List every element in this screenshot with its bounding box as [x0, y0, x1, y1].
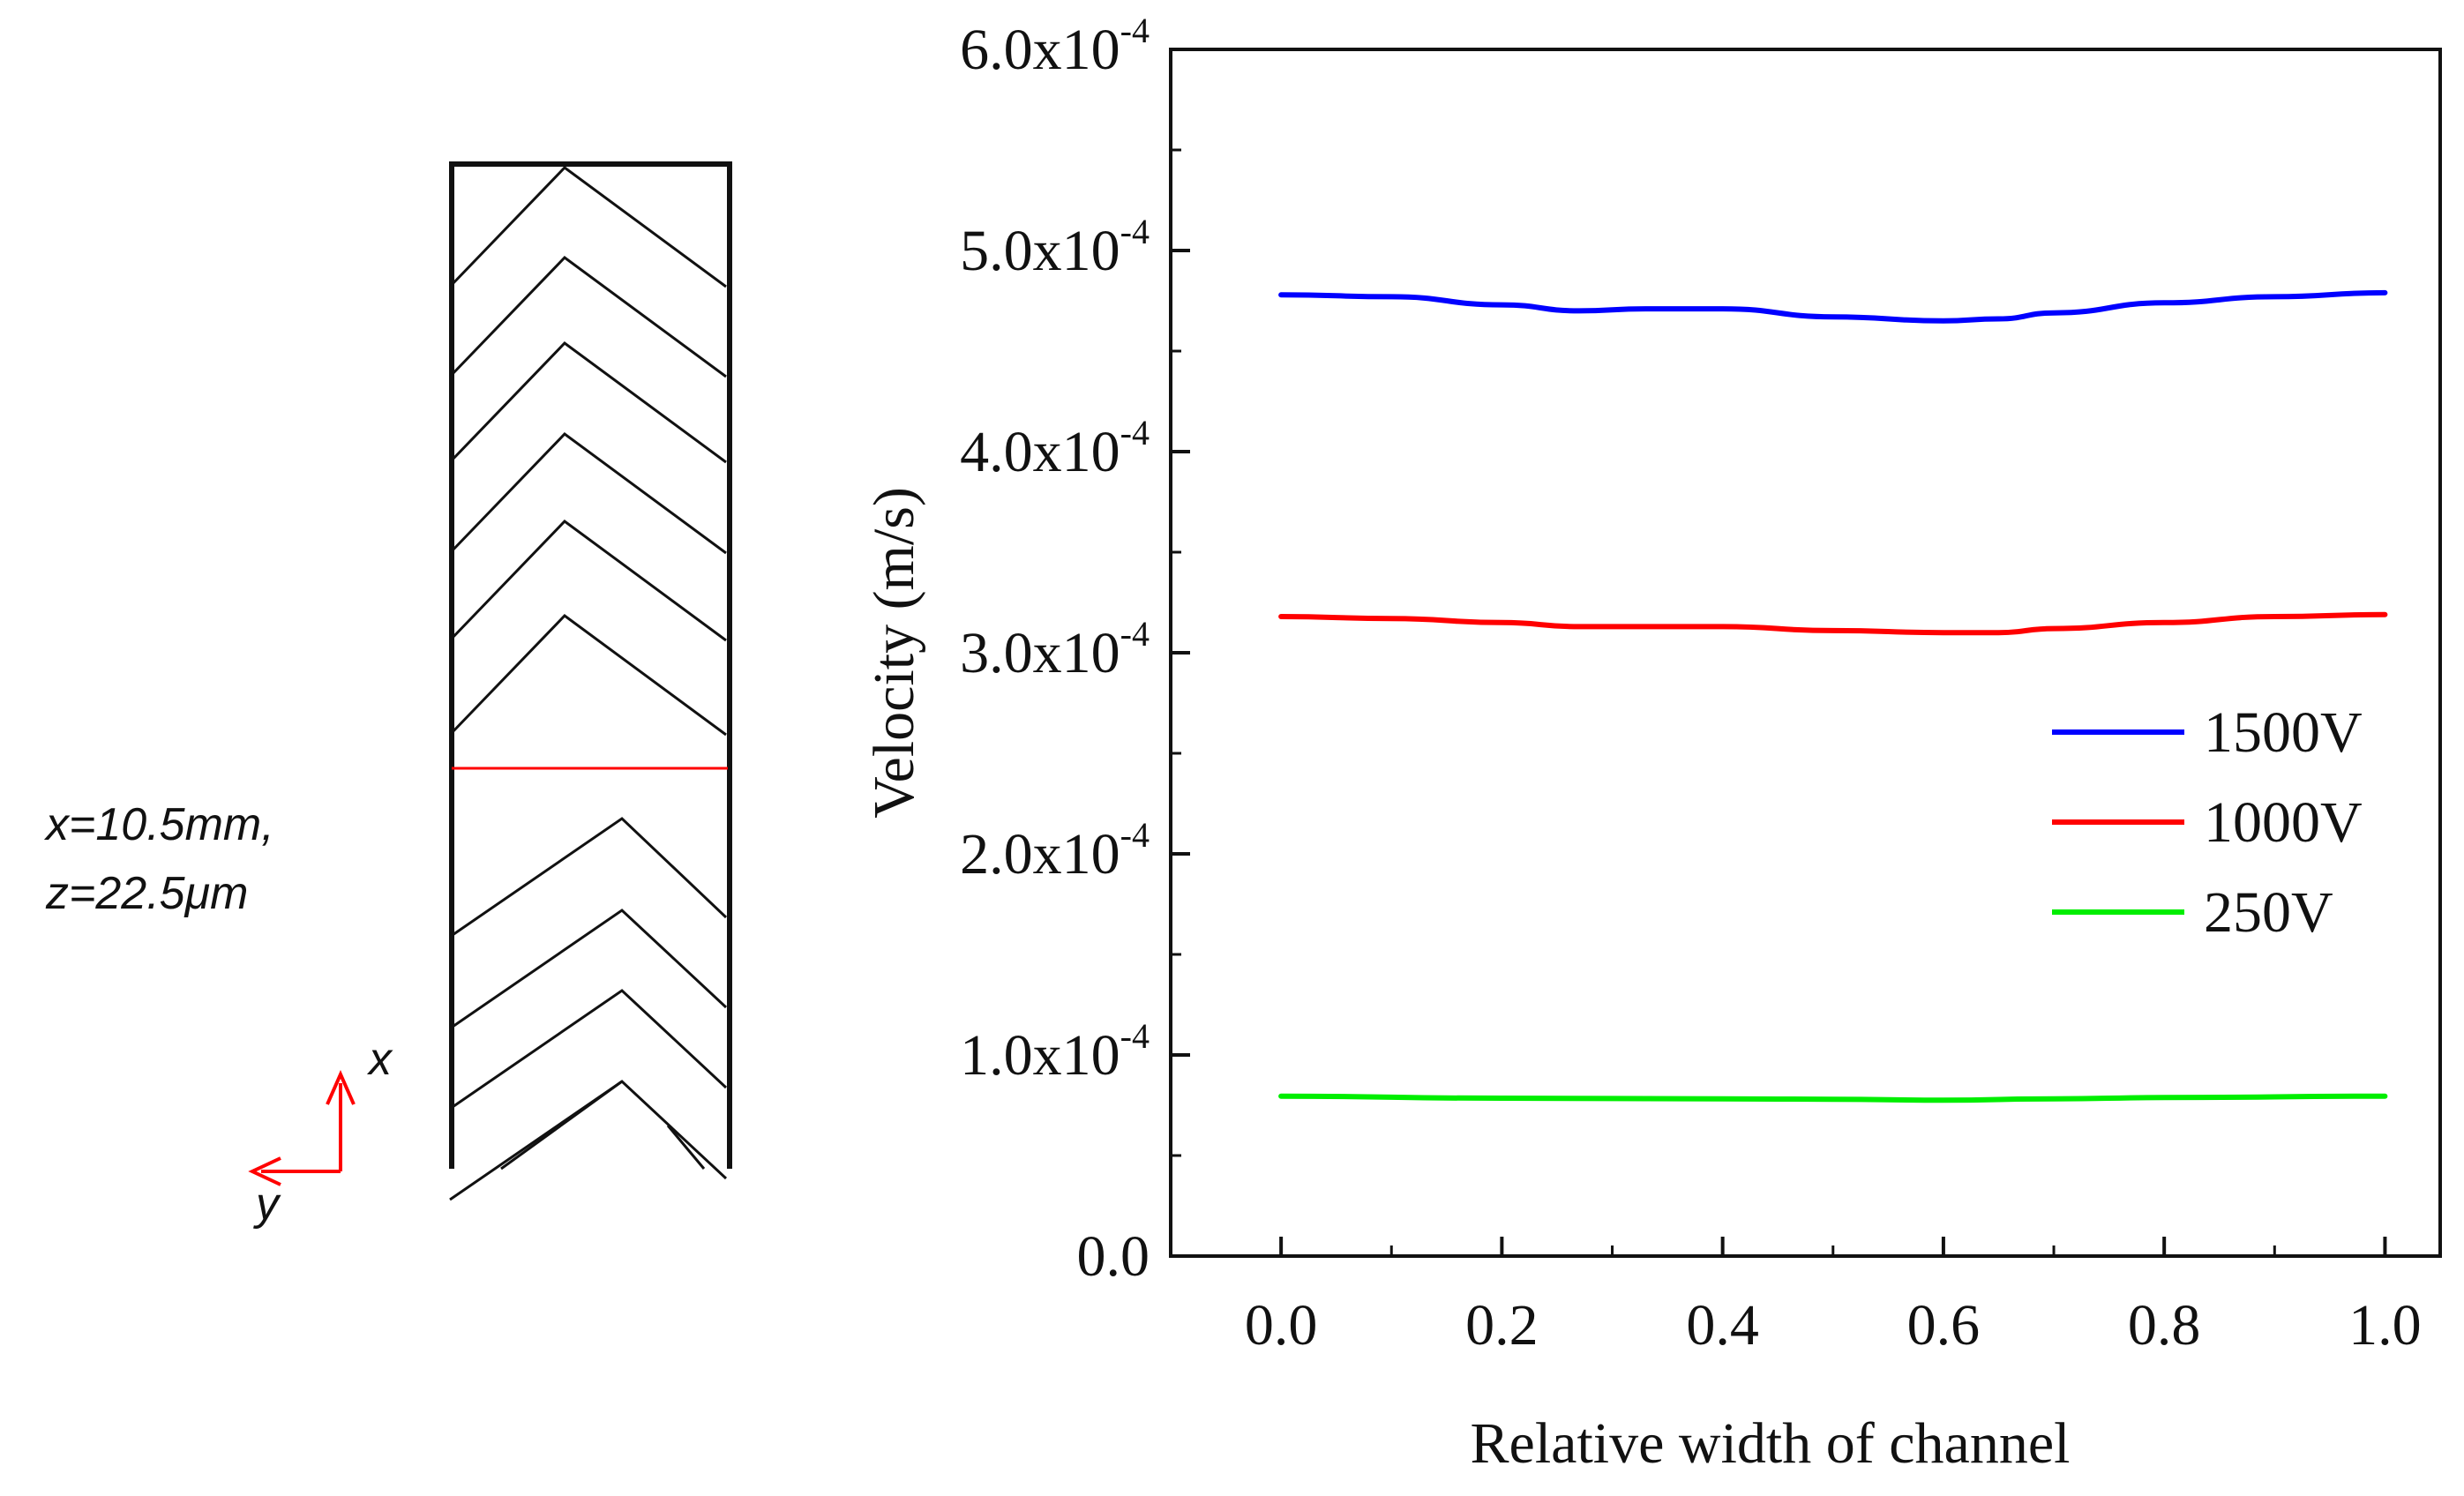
series-line-250v: [1278, 1093, 2388, 1103]
x-ticks: 0.0 0.2 0.4 0.6 0.8 1.0: [1169, 1237, 2422, 1358]
x-tick-label: 0.4: [1686, 1293, 1759, 1358]
groove: [500, 1080, 623, 1171]
groove: [449, 989, 728, 1111]
axis-indicator-y-label: y: [253, 1178, 281, 1230]
series-line-1000v: [1278, 611, 2388, 636]
legend-label-250v: 250V: [2204, 880, 2333, 945]
axis-indicator-x-arrowhead: [326, 1070, 356, 1105]
plot-frame: [1169, 48, 2442, 1258]
axis-indicator: [248, 1070, 356, 1186]
groove: [448, 432, 727, 555]
x-tick-label: 0.6: [1907, 1293, 1981, 1358]
groove: [448, 520, 727, 642]
velocity-chart: 0.0 0.2 0.4 0.6 0.8 1.0 0.0 1.0x10-4 2.0x10-4 3.…: [862, 11, 2442, 1476]
series-lines: [1278, 289, 2388, 1103]
axis-indicator-y-arrowhead: [248, 1156, 281, 1186]
y-tick-label: 4.0x10-4: [960, 413, 1150, 484]
position-annotation-line2: z=22.5μm: [45, 868, 248, 919]
y-tick-label: 3.0x10-4: [960, 614, 1150, 685]
x-tick-label: 0.2: [1465, 1293, 1539, 1358]
groove: [449, 1080, 728, 1201]
groove: [448, 341, 727, 464]
x-tick-label: 0.0: [1245, 1293, 1318, 1358]
groove: [449, 817, 728, 939]
y-tick-label: 2.0x10-4: [960, 815, 1150, 886]
y-tick-label: 0.0: [1077, 1224, 1150, 1289]
groove: [449, 909, 728, 1030]
x-tick-label: 1.0: [2348, 1293, 2422, 1358]
herringbone-grooves: [448, 166, 728, 1201]
groove: [666, 1125, 706, 1170]
position-annotation-line1: x=10.5mm,: [43, 799, 274, 850]
groove: [448, 614, 727, 737]
y-tick-label: 6.0x10-4: [960, 11, 1150, 82]
y-axis-title: Velocity (m/s): [862, 487, 926, 819]
plot-area-border: [1169, 48, 2442, 1258]
legend-label-1000v: 1000V: [2204, 790, 2363, 855]
x-axis-title: Relative width of channel: [1471, 1411, 2071, 1476]
groove: [448, 166, 727, 288]
legend-label-1500v: 1500V: [2204, 700, 2363, 765]
y-ticks: 0.0 1.0x10-4 2.0x10-4 3.0x10-4 4.0x10-4 5.0x1…: [960, 11, 1190, 1289]
y-tick-label: 5.0x10-4: [960, 212, 1150, 283]
channel-schematic: x y x=10.5mm, z=22.5μm: [43, 161, 732, 1230]
axis-indicator-x-label: x: [366, 1034, 393, 1085]
groove: [448, 256, 727, 378]
x-tick-label: 0.8: [2128, 1293, 2201, 1358]
series-line-1500v: [1278, 289, 2388, 324]
y-tick-label: 1.0x10-4: [960, 1016, 1150, 1088]
legend: 1500V 1000V 250V: [2052, 700, 2363, 945]
channel-walls: [449, 161, 732, 1169]
